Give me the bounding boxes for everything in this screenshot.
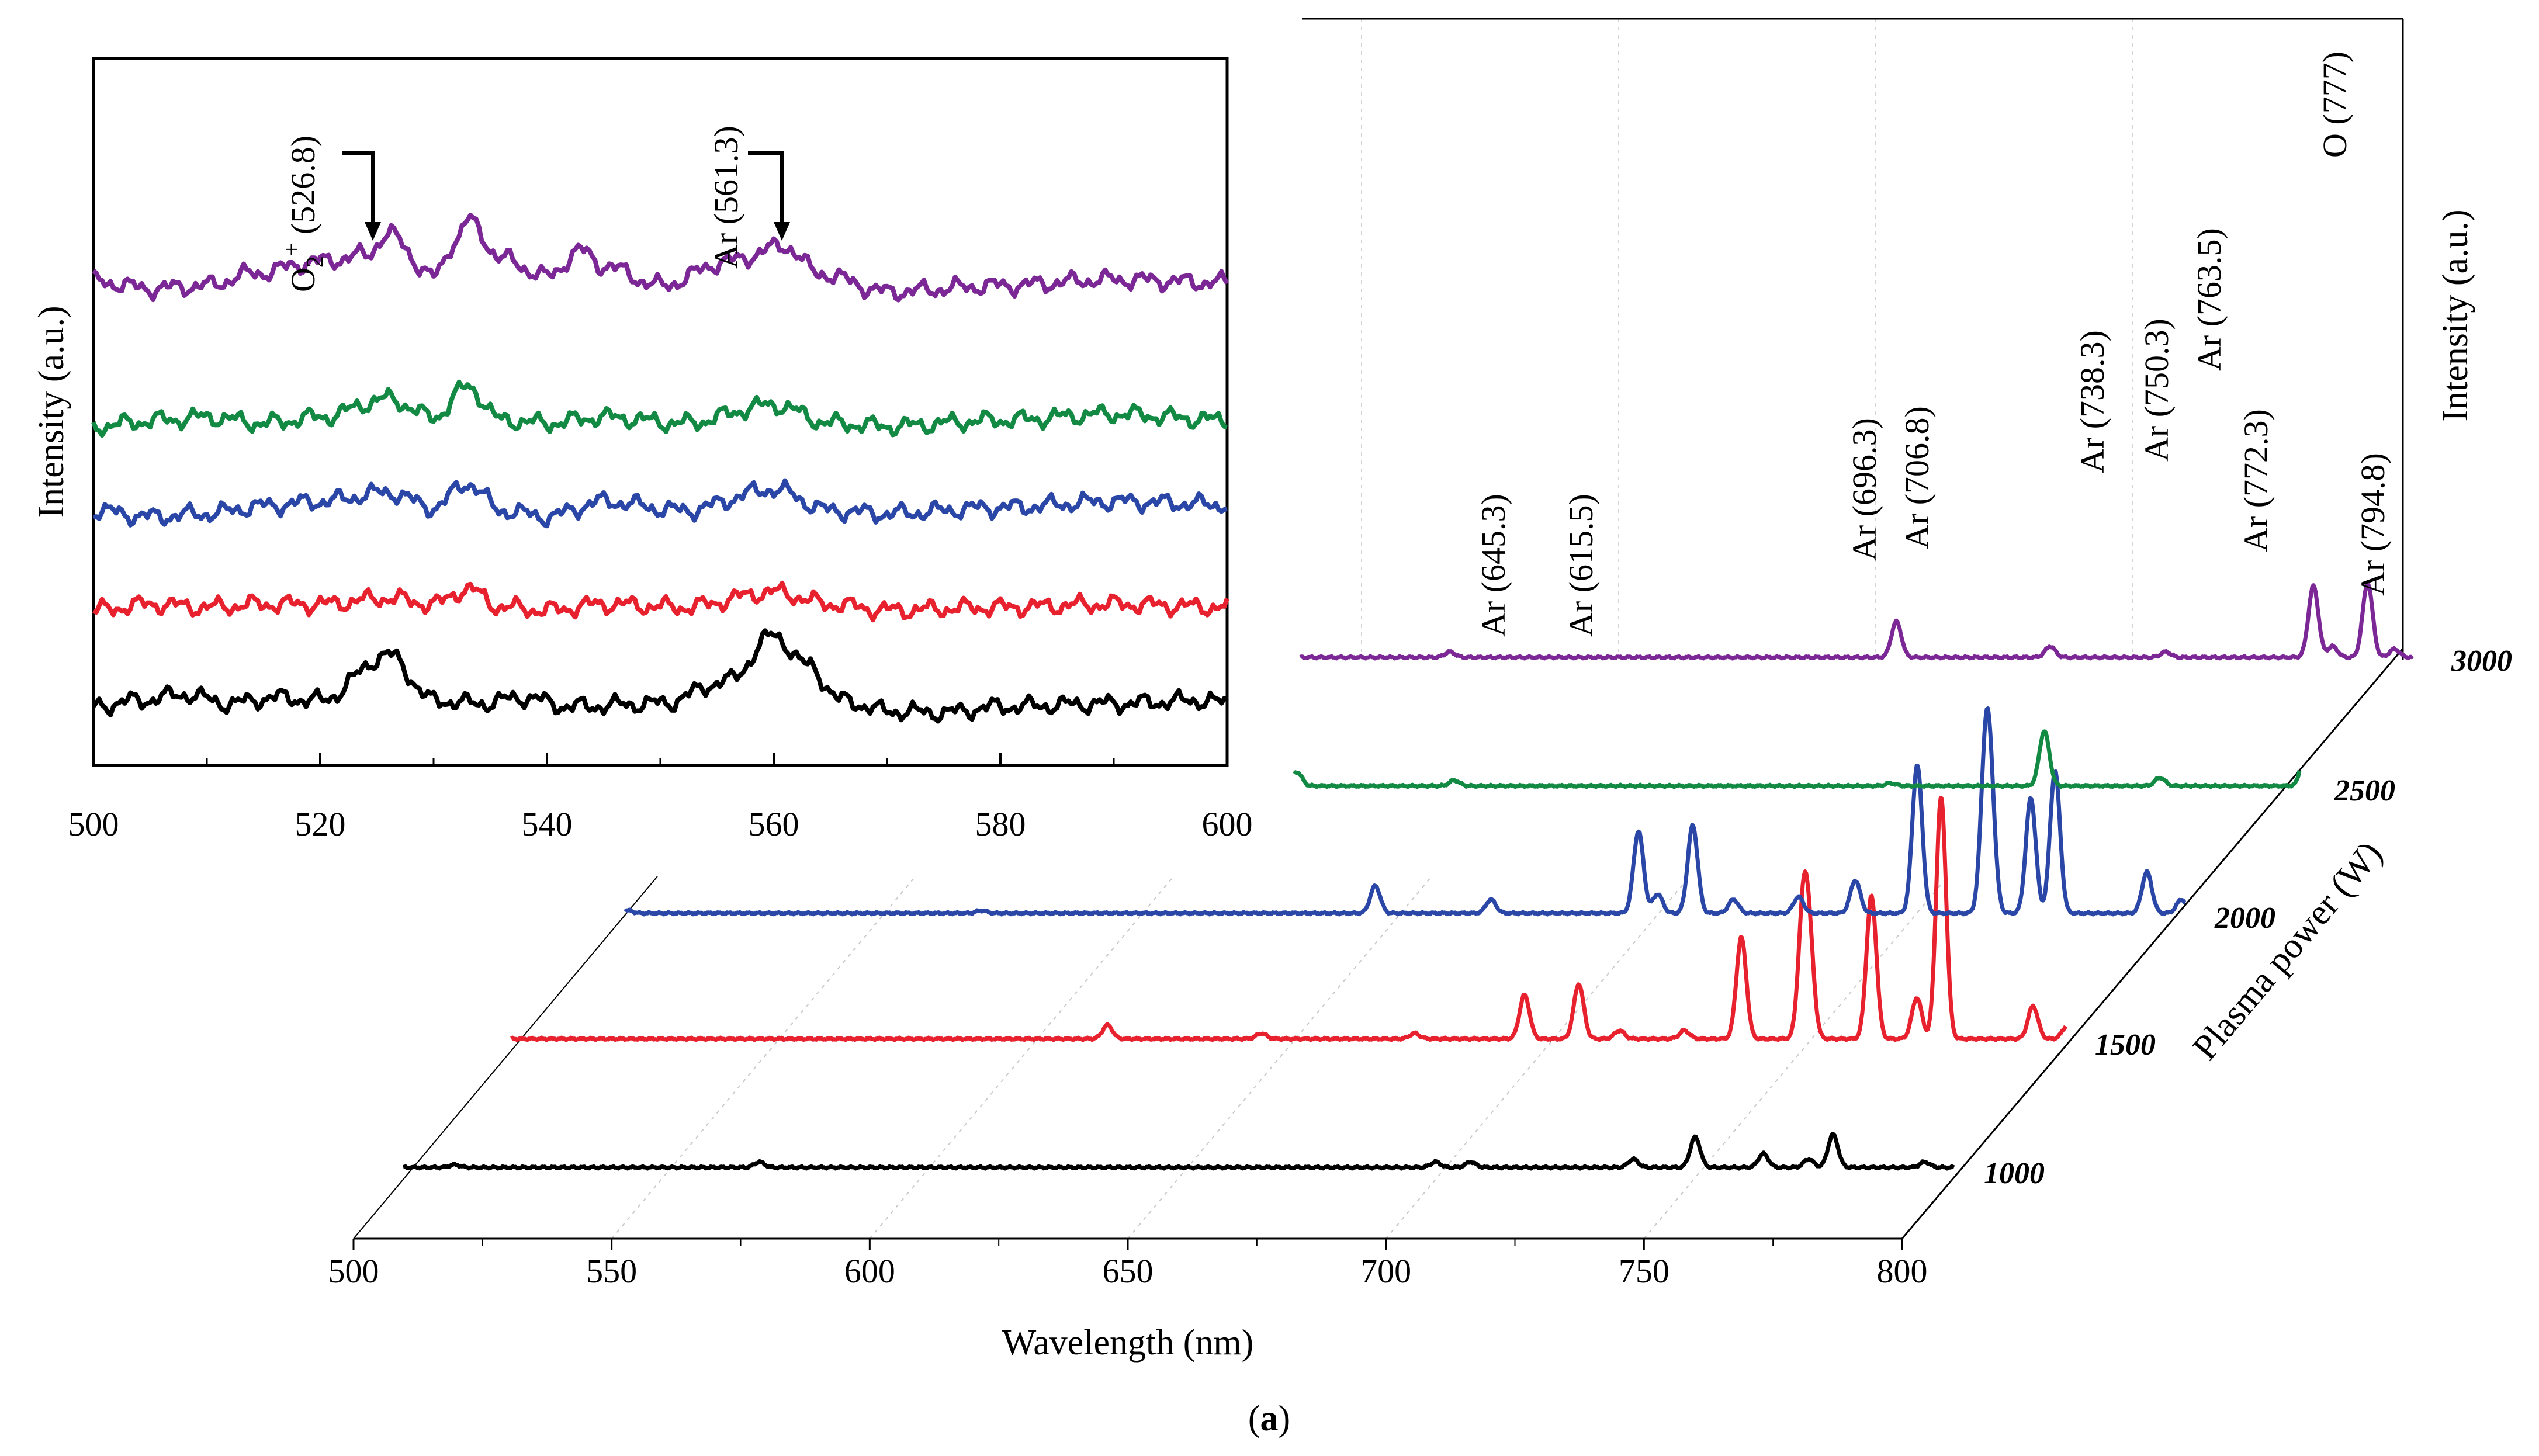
depth-gridline (1643, 876, 1949, 1239)
peak-label-ar-645: Ar (645.3) (1474, 494, 1512, 637)
inset-y-axis-title: Intensity (a.u.) (32, 306, 71, 518)
peak-labels: Ar (645.3) Ar (615.5) Ar (696.3) Ar (706… (1474, 51, 2392, 637)
floor-right-edge (1901, 648, 2404, 1239)
inset-series-group (91, 213, 1229, 724)
main-x-tick-label: 550 (586, 1252, 637, 1290)
inset-series-line-2000 (92, 478, 1228, 529)
main-x-axis-title: Wavelength (nm) (1002, 1323, 1254, 1363)
inset-x-tick-label: 560 (749, 805, 799, 843)
main-y-axis-title: Intensity (a.u.) (2436, 209, 2475, 421)
depth-gridline (869, 876, 1175, 1239)
inset-series-line-1500 (92, 580, 1229, 623)
peak-label-ar-763: Ar (763.5) (2190, 228, 2228, 371)
peak-label-ar-615: Ar (615.5) (1562, 494, 1600, 637)
peak-label-ar-772: Ar (772.3) (2237, 409, 2275, 552)
peak-label-ar-794: Ar (794.8) (2354, 453, 2392, 596)
inset-annotation-o2: O2+ (526.8) (278, 136, 328, 292)
main-x-tick-label: 650 (1103, 1252, 1154, 1290)
power-tick-label: 2500 (2334, 774, 2395, 807)
peak-label-ar-738: Ar (738.3) (2073, 330, 2111, 473)
inset-series-line-2500 (91, 379, 1228, 438)
inset-x-tick-label: 540 (522, 805, 573, 843)
figure-caption: (a) (1248, 1399, 1290, 1438)
main-x-axis-ticks: 500 550 600 650 700 750 800 (328, 1239, 1928, 1290)
inset-series-line-3000 (92, 213, 1229, 303)
main-x-tick-label: 500 (328, 1252, 379, 1290)
inset-x-axis-ticks: 500 520 540 560 580 600 (68, 753, 1253, 843)
main-series-group (402, 581, 2414, 1171)
main-x-tick-label: 600 (844, 1252, 895, 1290)
inset-x-tick-label: 580 (975, 805, 1026, 843)
depth-gridline (1127, 876, 1432, 1239)
main-x-tick-label: 750 (1619, 1252, 1669, 1290)
main-x-tick-label: 700 (1360, 1252, 1411, 1290)
depth-gridline (611, 876, 916, 1239)
peak-label-ar-706: Ar (706.8) (1898, 406, 1936, 549)
main-depth-gridlines (611, 19, 2133, 1239)
inset-arrowhead-ar (774, 222, 790, 241)
inset-arrow-o2 (342, 151, 375, 225)
main-series-line-1500 (510, 796, 2068, 1042)
inset-x-tick-label: 600 (1202, 805, 1253, 843)
main-series-line-3000 (1299, 581, 2414, 661)
inset-arrowhead-o2 (365, 222, 381, 241)
peak-label-ar-750: Ar (750.3) (2138, 318, 2176, 462)
inset-annotation-ar: Ar (561.3) (707, 126, 745, 269)
power-tick-label: 3000 (2451, 644, 2512, 678)
main-series-line-2500 (1293, 729, 2302, 789)
floor-left-edge (353, 876, 658, 1239)
main-series-line-1000 (402, 1132, 1955, 1171)
inset-chart: 500 520 540 560 580 600 Intensity (a.u.) O2+ … (32, 57, 1253, 843)
inset-arrow-ar (748, 151, 784, 225)
power-tick-label: 2000 (2214, 902, 2275, 935)
main-x-tick-label: 800 (1877, 1252, 1928, 1290)
peak-label-o-777: O (777) (2316, 51, 2354, 158)
inset-x-tick-label: 520 (295, 805, 346, 843)
depth-gridline (1385, 876, 1691, 1239)
inset-x-tick-label: 500 (68, 805, 119, 843)
inset-series-line-1000 (91, 628, 1228, 724)
power-tick-label: 1500 (2095, 1028, 2156, 1062)
power-tick-label: 1000 (1984, 1157, 2045, 1190)
inset-frame (92, 57, 1229, 767)
main-series-line-2000 (624, 706, 2187, 917)
power-axis-ticks: 1000 1500 2000 2500 3000 (1984, 644, 2512, 1190)
peak-label-ar-696: Ar (696.3) (1845, 418, 1883, 561)
